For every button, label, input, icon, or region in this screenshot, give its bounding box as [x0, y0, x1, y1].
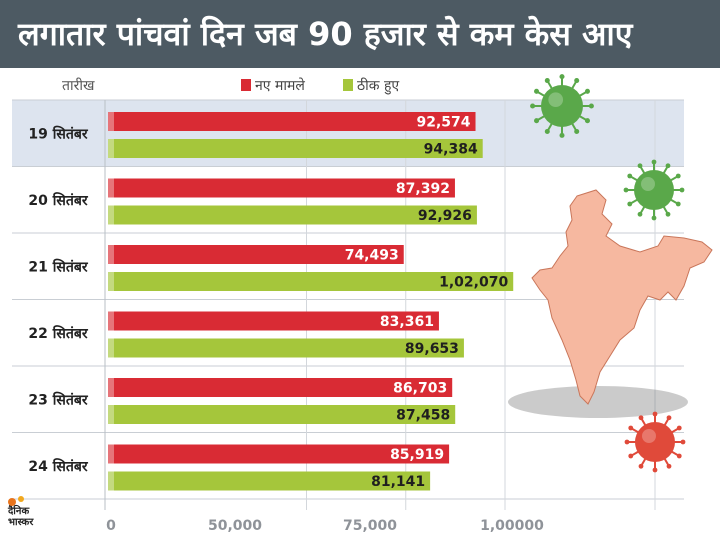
data-label-new-cases: 87,392: [396, 181, 450, 197]
bar-shine: [108, 139, 114, 158]
data-label-recovered: 87,458: [396, 408, 450, 424]
india-map: [531, 189, 713, 405]
bar-shine: [108, 444, 114, 464]
legend-label-recovered: ठीक हुए: [357, 78, 400, 94]
legend-swatch-green: [343, 79, 353, 91]
data-label-recovered: 92,926: [418, 208, 472, 224]
bar-new-cases: [108, 178, 455, 198]
logo-dot-yellow: [18, 496, 24, 502]
data-label-new-cases: 86,703: [393, 381, 447, 397]
bar-shine: [108, 178, 114, 198]
bar-shine: [108, 378, 114, 397]
logo-text-line2: भास्कर: [8, 517, 34, 528]
x-tick-label: 75,000: [343, 518, 397, 534]
legend-swatch-red: [241, 79, 251, 91]
data-label-recovered: 1,02,070: [439, 275, 508, 291]
bar-shine: [108, 112, 114, 131]
bar-shine: [108, 272, 114, 291]
virus-icon: [624, 411, 686, 473]
bar-shine: [108, 471, 114, 491]
logo-text-line1: दैनिक: [8, 506, 30, 517]
x-tick-label: 1,00000: [480, 518, 544, 534]
bar-recovered: [108, 205, 477, 225]
bar-shine: [108, 311, 114, 331]
bar-shine: [108, 338, 114, 358]
bar-new-cases: [108, 311, 439, 331]
bar-recovered: [108, 471, 431, 491]
bar-new-cases: [108, 112, 476, 131]
category-label: 19 सितंबर: [28, 125, 88, 142]
bar-recovered: [108, 139, 483, 158]
bar-recovered: [108, 338, 464, 358]
data-label-recovered: 89,653: [405, 341, 459, 357]
data-label-new-cases: 92,574: [416, 115, 470, 131]
data-label-recovered: 94,384: [424, 142, 478, 158]
header-banner: लगातार पांचवां दिन जब 90 हजार से कम केस …: [0, 0, 720, 68]
column-header: तारीख: [62, 78, 95, 94]
bar-new-cases: [108, 378, 453, 397]
legend-item-new-cases: नए मामले: [241, 76, 305, 95]
bar-new-cases: [108, 444, 450, 464]
category-label: 22 सितंबर: [28, 325, 88, 342]
category-label: 24 सितंबर: [28, 458, 88, 475]
bar-recovered: [108, 272, 514, 291]
category-label: 21 सितंबर: [28, 258, 88, 275]
bar-recovered: [108, 405, 456, 424]
data-label-new-cases: 85,919: [390, 447, 444, 463]
logo-dot-orange: [8, 498, 16, 506]
data-label-new-cases: 83,361: [380, 314, 434, 330]
data-label-new-cases: 74,493: [345, 248, 399, 264]
map-shadow: [508, 386, 688, 418]
legend: तारीख नए मामले ठीक हुए: [0, 76, 720, 96]
brand-logo: दैनिक भास्कर: [8, 496, 50, 536]
x-tick-label: 0: [106, 518, 116, 534]
legend-item-recovered: ठीक हुए: [343, 76, 399, 95]
page-title: लगातार पांचवां दिन जब 90 हजार से कम केस …: [18, 15, 633, 53]
bar-shine: [108, 405, 114, 424]
legend-label-new-cases: नए मामले: [255, 78, 305, 94]
virus-icon: [530, 74, 594, 138]
x-tick-label: 50,000: [208, 518, 262, 534]
bar-shine: [108, 205, 114, 225]
virus-icon: [623, 159, 685, 221]
category-label: 20 सितंबर: [28, 192, 88, 209]
data-label-recovered: 81,141: [371, 474, 425, 490]
bar-new-cases: [108, 245, 404, 264]
category-label: 23 सितंबर: [28, 391, 88, 408]
bar-shine: [108, 245, 114, 264]
